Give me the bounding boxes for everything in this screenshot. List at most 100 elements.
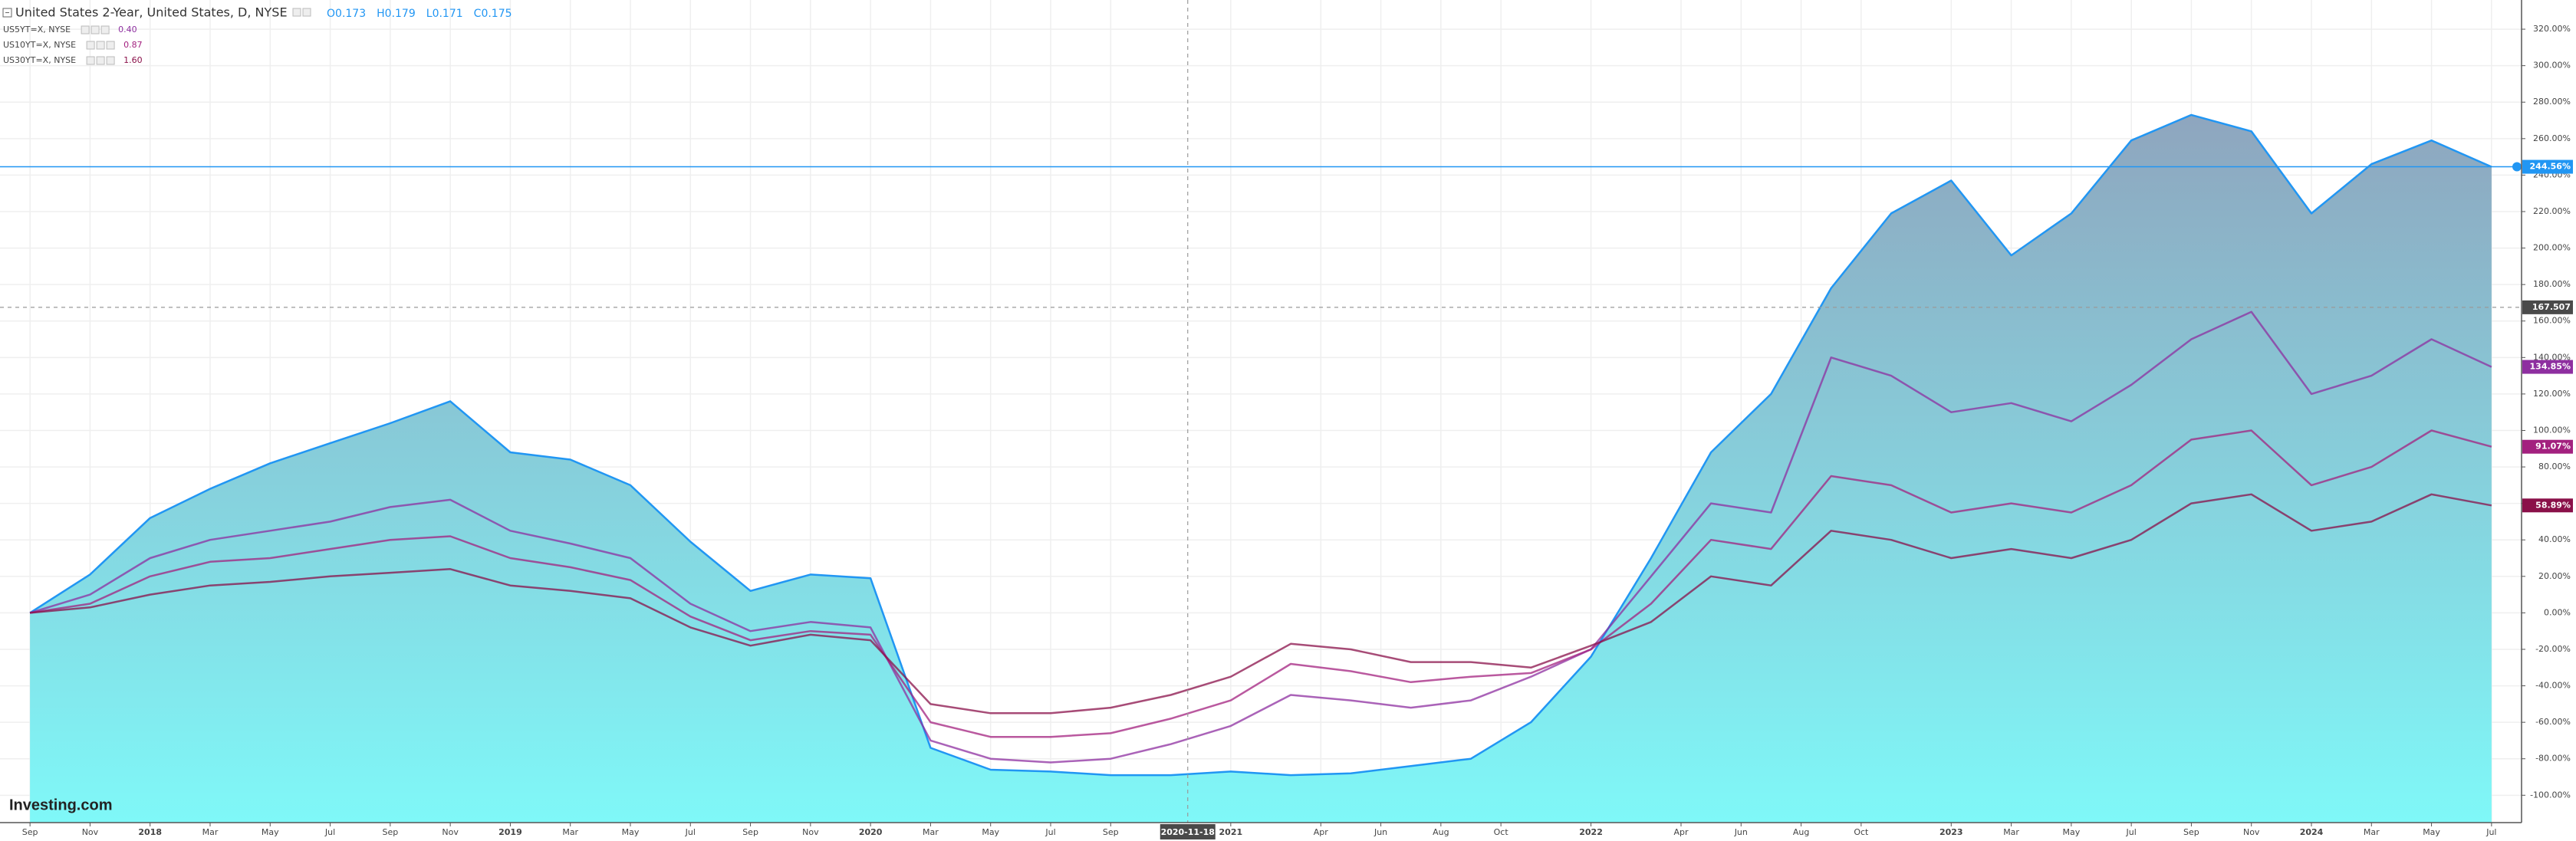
x-tick-label: 2020	[859, 827, 883, 837]
legend-name: US5YT=X, NYSE	[3, 25, 71, 34]
y-tick-label: -80.00%	[2535, 754, 2571, 764]
last-value-box	[2522, 498, 2573, 513]
x-tick-label: Nov	[82, 827, 99, 837]
y-tick-label: 180.00%	[2533, 279, 2571, 289]
last-value-label: 91.07%	[2535, 442, 2571, 452]
series-line	[29, 310, 2492, 764]
y-tick-label: 0.00%	[2544, 607, 2571, 617]
y-tick-label: 280.00%	[2533, 97, 2571, 107]
x-tick-label: Mar	[562, 827, 578, 837]
last-value-box	[2522, 439, 2573, 454]
x-tick-label: Mar	[2003, 827, 2019, 837]
y-tick-label: 120.00%	[2533, 389, 2571, 399]
x-tick-label: Nov	[802, 827, 819, 837]
ohlc-value: 0.175	[481, 8, 512, 20]
x-axis-panel	[0, 823, 2576, 841]
x-tick-label: Sep	[1103, 827, 1119, 837]
y-tick-label: 320.00%	[2533, 24, 2571, 34]
area	[30, 114, 2492, 823]
x-tick-label: May	[622, 827, 640, 837]
ohlc-value: 0.171	[433, 8, 463, 20]
legend-icon	[90, 25, 100, 34]
series-line	[29, 113, 2492, 777]
last-value-label: 134.85%	[2530, 362, 2571, 372]
y-tick-label: -40.00%	[2535, 681, 2571, 691]
legend-icon	[302, 8, 311, 17]
y-tick-label: 140.00%	[2533, 352, 2571, 362]
legend-icon	[100, 25, 110, 34]
x-tick-label: Jul	[2486, 827, 2496, 837]
x-tick-label: Mar	[923, 827, 939, 837]
x-tick-label: Oct	[1854, 827, 1869, 837]
collapse-icon	[2, 8, 12, 18]
x-tick-label: Jul	[2126, 827, 2137, 837]
x-tick-label: Jul	[324, 827, 335, 837]
crosshair-y-label-box	[2522, 300, 2573, 314]
x-tick-label: Sep	[742, 827, 758, 837]
y-tick-label: -100.00%	[2530, 790, 2571, 800]
last-value-label: 244.56%	[2530, 162, 2571, 172]
ohlc-item: L0.171	[426, 8, 463, 20]
legend-title: United States 2-Year, United States, D, …	[15, 5, 288, 20]
legend-icon	[106, 56, 115, 65]
x-tick-label: Oct	[1494, 827, 1509, 837]
x-tick-label: Jul	[1045, 827, 1055, 837]
legend-icon	[86, 41, 95, 50]
x-tick-label: Aug	[1433, 827, 1449, 837]
legend-value: 1.60	[123, 55, 143, 65]
x-tick-label: Apr	[1673, 827, 1689, 837]
y-tick-label: -60.00%	[2535, 717, 2571, 727]
legend-icon	[292, 8, 301, 17]
x-tick-label: 2021	[1219, 827, 1243, 837]
x-tick-label: Jul	[685, 827, 696, 837]
crosshair-y-label: 167.507	[2532, 302, 2571, 312]
legend-name: US30YT=X, NYSE	[3, 55, 76, 65]
x-tick-label: 2023	[1939, 827, 1963, 837]
crosshair-x-label-box	[1160, 824, 1216, 839]
x-tick-label: Mar	[2364, 827, 2380, 837]
x-tick-label: Jun	[1734, 827, 1748, 837]
x-tick-label: May	[2062, 827, 2080, 837]
y-tick-label: 80.00%	[2538, 462, 2571, 471]
x-tick-label: Aug	[1793, 827, 1809, 837]
series-line	[29, 429, 2492, 738]
y-tick-label: 100.00%	[2533, 425, 2571, 435]
legend-value: 0.40	[118, 25, 137, 34]
x-tick-label: 2022	[1579, 827, 1603, 837]
x-tick-label: Sep	[22, 827, 38, 837]
ohlc-item: C0.175	[474, 8, 512, 20]
x-tick-label: Nov	[2243, 827, 2260, 837]
x-tick-label: 2019	[498, 827, 522, 837]
y-tick-label: 40.00%	[2538, 534, 2571, 544]
y-tick-label: 300.00%	[2533, 61, 2571, 71]
legend-icon	[96, 41, 105, 50]
x-tick-label: Sep	[382, 827, 398, 837]
y-tick-label: 260.00%	[2533, 133, 2571, 143]
legend-icon	[81, 25, 90, 34]
x-tick-label: Sep	[2183, 827, 2199, 837]
ohlc-item: H0.179	[377, 8, 416, 20]
legend-icon	[86, 56, 95, 65]
x-tick-label: 2024	[2300, 827, 2324, 837]
y-tick-label: 20.00%	[2538, 571, 2571, 581]
x-tick-label: Jun	[1374, 827, 1387, 837]
y-tick-label: 160.00%	[2533, 316, 2571, 326]
legend-name: US10YT=X, NYSE	[3, 40, 76, 50]
x-tick-label: Apr	[1314, 827, 1329, 837]
price-marker	[2512, 162, 2522, 172]
watermark: Investing.com	[9, 797, 112, 813]
ohlc-label: H	[377, 8, 385, 20]
last-value-box	[2522, 159, 2573, 174]
legend-icon	[96, 56, 105, 65]
last-value-label: 58.89%	[2535, 500, 2571, 510]
last-value-box	[2522, 360, 2573, 374]
series-line	[29, 493, 2492, 715]
y-tick-label: -20.00%	[2535, 644, 2571, 654]
x-tick-label: Nov	[442, 827, 459, 837]
x-tick-label: May	[262, 827, 279, 837]
y-tick-label: 200.00%	[2533, 243, 2571, 253]
legend-value: 0.87	[123, 40, 143, 50]
ohlc-item: O0.173	[327, 8, 366, 20]
x-tick-label: 2018	[138, 827, 162, 837]
